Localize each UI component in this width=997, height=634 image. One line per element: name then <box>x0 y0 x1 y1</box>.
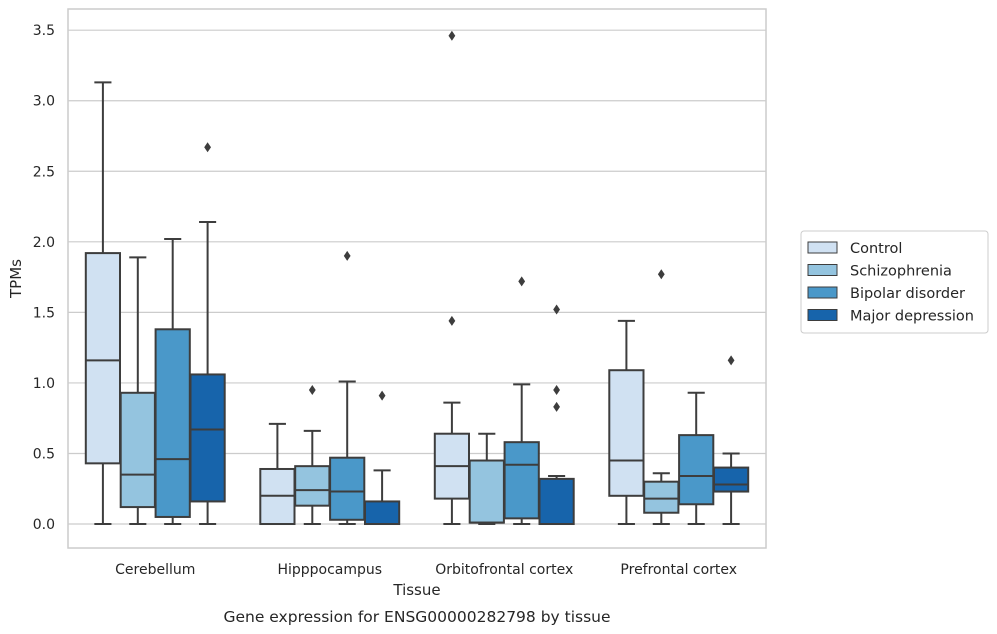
chart-caption: Gene expression for ENSG00000282798 by t… <box>223 608 610 626</box>
x-tick-label: Hipppocampus <box>277 562 382 578</box>
legend-label: Bipolar disorder <box>850 286 965 302</box>
box-plot <box>154 237 191 526</box>
x-tick-labels: Cerebellum Hipppocampus Orbitofrontal cort… <box>115 562 737 578</box>
outlier-point <box>448 315 456 326</box>
box-plot <box>468 432 505 526</box>
series-control <box>84 30 645 526</box>
legend-item: Bipolar disorder <box>807 286 965 302</box>
box-plot <box>503 276 540 526</box>
y-tick-label: 2.0 <box>33 235 55 251</box>
legend-swatch <box>807 241 838 254</box>
outlier-point <box>553 401 560 412</box>
iqr-box <box>84 252 122 465</box>
legend-item: Major depression <box>807 309 974 325</box>
box-plot <box>363 390 401 526</box>
legend-item: Control <box>807 241 902 257</box>
iqr-box <box>643 480 680 514</box>
legend: Control Schizophrenia Bipolar disorder Majo… <box>800 230 989 334</box>
box-plot <box>119 256 156 526</box>
box-plot <box>433 30 471 526</box>
x-tick-label: Orbitofrontal cortex <box>435 562 573 578</box>
iqr-box <box>189 373 226 503</box>
box-plot <box>294 384 331 526</box>
box-plot <box>189 142 226 526</box>
box-plot <box>712 355 750 526</box>
box-plot <box>538 304 575 526</box>
y-tick-label: 0.5 <box>33 446 55 462</box>
box-plot <box>259 422 296 526</box>
legend-frame <box>800 230 989 334</box>
outlier-point <box>657 269 665 280</box>
legend-item: Schizophrenia <box>807 264 952 280</box>
box-plot <box>678 391 715 526</box>
series-bipolar-disorder <box>154 237 715 526</box>
series-major-depression <box>189 142 750 526</box>
iqr-box <box>329 456 366 521</box>
iqr-box <box>468 459 505 524</box>
outlier-point <box>727 355 735 366</box>
legend-label: Major depression <box>850 309 974 325</box>
y-tick-label: 1.0 <box>33 376 55 392</box>
legend-swatch <box>807 264 838 276</box>
iqr-box <box>538 477 575 526</box>
legend-swatch <box>807 286 838 299</box>
iqr-box <box>154 328 191 518</box>
iqr-box <box>294 465 331 507</box>
y-tick-label: 0.0 <box>33 517 55 533</box>
outlier-point <box>308 384 316 395</box>
plot-frame <box>67 8 767 549</box>
outlier-point <box>378 390 386 401</box>
outlier-point <box>204 142 211 153</box>
x-axis-label: Tissue <box>392 581 440 599</box>
box-plot <box>643 269 680 526</box>
y-axis-label: TPMs <box>7 259 25 299</box>
legend-label: Schizophrenia <box>850 264 952 280</box>
iqr-box <box>363 500 401 526</box>
x-tick-label: Prefrontal cortex <box>620 562 737 578</box>
box-plot <box>84 81 122 526</box>
y-tick-label: 3.0 <box>33 94 55 110</box>
x-tick-label: Cerebellum <box>115 562 195 578</box>
y-tick-label: 1.5 <box>33 305 55 321</box>
outlier-point <box>553 384 560 395</box>
outlier-point <box>343 250 351 261</box>
box-plot <box>329 250 366 526</box>
outlier-point <box>448 30 456 41</box>
iqr-box <box>678 434 715 506</box>
legend-label: Control <box>850 241 902 257</box>
y-tick-labels: 0.0 0.5 1.0 1.5 2.0 2.5 3.0 3.5 <box>33 23 55 533</box>
box-series <box>84 30 750 526</box>
outlier-point <box>553 304 560 315</box>
iqr-box <box>608 369 645 497</box>
iqr-box <box>712 466 750 493</box>
legend-swatch <box>807 309 838 321</box>
series-schizophrenia <box>119 256 680 526</box>
y-tick-label: 3.5 <box>33 23 55 39</box>
y-tick-label: 2.5 <box>33 164 55 180</box>
box-plot <box>608 319 645 526</box>
iqr-box <box>119 391 156 509</box>
outlier-point <box>518 276 526 287</box>
iqr-box <box>503 441 540 520</box>
